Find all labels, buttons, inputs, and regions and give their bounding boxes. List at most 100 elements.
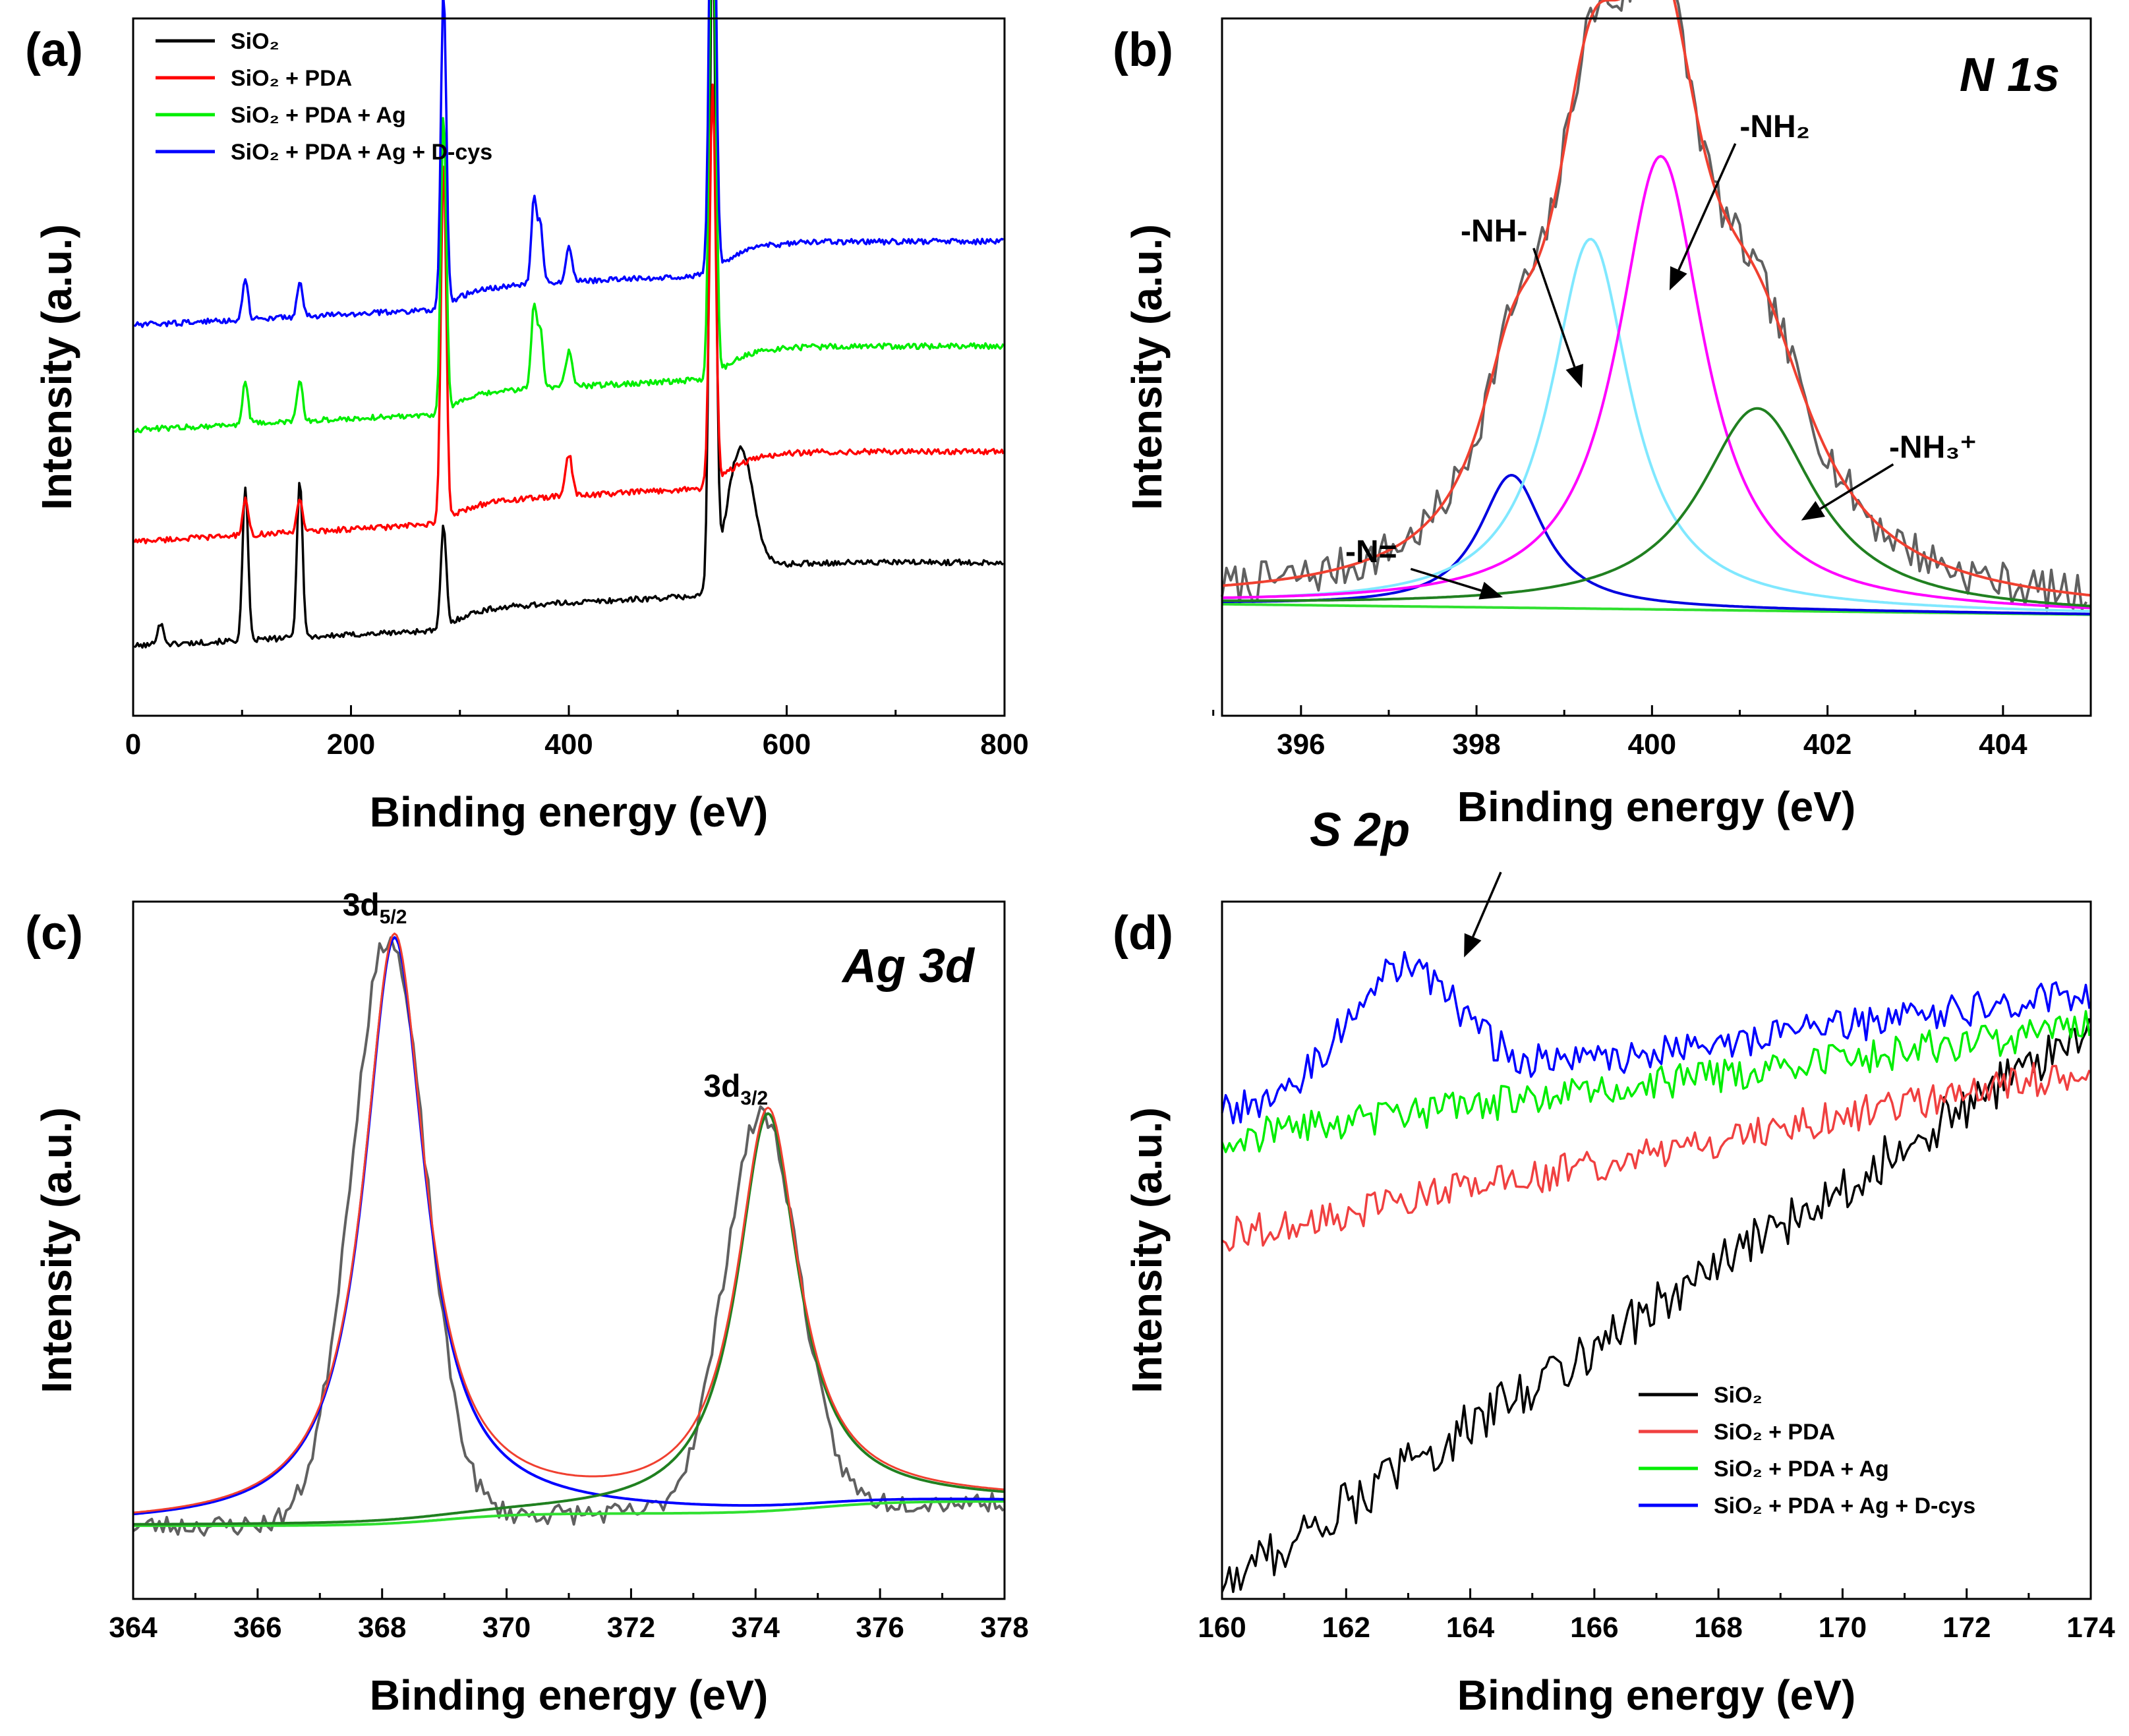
annotation-arrow-head [1464, 933, 1482, 958]
plot-frame-a [132, 17, 1006, 717]
background-line [133, 1500, 1005, 1527]
panel-label-c: (c) [25, 907, 83, 960]
annotation-arrow-shaft [1410, 567, 1482, 592]
panel-title-b: N 1s [1960, 49, 2060, 101]
x-tick-label: 372 [607, 1611, 655, 1644]
x-axis-label-a: Binding energy (eV) [370, 788, 769, 836]
x-ticks-d: 160 162 164 166 168 170 172 174 [1198, 1588, 2115, 1644]
series-line-3 [1221, 950, 2091, 1124]
series-line-0 [133, 0, 1004, 649]
panel-label-a: (a) [25, 24, 83, 76]
peak-label-sub: 3/2 [740, 1087, 768, 1109]
series-line-2 [1221, 1010, 2091, 1153]
x-tick-label: 166 [1570, 1611, 1618, 1644]
x-tick-label: 600 [763, 728, 811, 761]
x-tick-label: 400 [1628, 728, 1676, 761]
y-axis-label-c: Intensity (a.u.) [33, 1107, 80, 1393]
series-line-3 [133, 0, 1005, 328]
y-axis-label-a: Intensity (a.u.) [33, 224, 80, 510]
panel-label-b: (b) [1113, 24, 1173, 76]
x-ticks-c: 364 366 368 370 372 374 376 378 [109, 1588, 1029, 1644]
legend-label: SiO₂ + PDA + Ag [231, 103, 406, 128]
x-axis-label-c: Binding energy (eV) [370, 1671, 769, 1719]
peak-label-main: 3d [343, 888, 380, 923]
legend-label: SiO₂ + PDA + Ag + D-cys [1714, 1493, 1975, 1519]
annotation-arrow-head [1801, 501, 1825, 521]
panel-d: (d) 160 162 164 166 168 170 172 174 S 2p SiO₂Si… [1113, 803, 2115, 1719]
x-tick-label: 800 [980, 728, 1028, 761]
x-tick-label: 172 [1942, 1611, 1991, 1644]
series-line-2 [133, 0, 1005, 434]
x-tick-label: 402 [1803, 728, 1852, 761]
x-tick-label: 376 [856, 1611, 904, 1644]
x-tick-label: 374 [732, 1611, 780, 1644]
x-tick-label: 168 [1694, 1611, 1742, 1644]
x-tick-label: 162 [1322, 1611, 1370, 1644]
plot-frame-b [1221, 17, 2092, 717]
legend-label: SiO₂ + PDA [1714, 1420, 1835, 1445]
legend-d: SiO₂ SiO₂ + PDA SiO₂ + PDA + Ag SiO₂ + PDA … [1639, 1383, 1975, 1519]
annotation-label: -NH₂ [1739, 109, 1810, 144]
peak-label-main: 3d [703, 1069, 740, 1104]
x-tick-label: 368 [358, 1611, 406, 1644]
x-tick-label: 398 [1452, 728, 1500, 761]
annotation-arrow-head [1565, 364, 1583, 388]
y-axis-label-d: Intensity (a.u.) [1123, 1107, 1171, 1393]
peak-label: 3d5/2 [343, 888, 407, 928]
legend-label: SiO₂ + PDA [231, 66, 352, 91]
x-tick-label: 366 [233, 1611, 281, 1644]
series-c [132, 932, 1005, 1537]
annotation-arrow-head [1669, 266, 1687, 291]
peak-line-1 [133, 1112, 1005, 1526]
component-line-3 [1222, 407, 2091, 608]
peak-label: 3d3/2 [703, 1069, 768, 1109]
x-tick-label: 164 [1446, 1611, 1495, 1644]
x-tick-label: 364 [109, 1611, 158, 1644]
raw-data-line [132, 936, 1005, 1537]
panel-a: (a) 0 200 400 600 800 SiO₂ SiO₂ + PDA SiO₂ + P… [25, 0, 1029, 836]
annotation-label: -NH- [1461, 214, 1527, 249]
annotation-arrow-shaft [1532, 247, 1576, 368]
plot-frame-d [1221, 900, 2092, 1600]
annotation-arrow-head [1478, 581, 1503, 600]
x-tick-label: 378 [980, 1611, 1028, 1644]
peak-line-0 [132, 936, 1005, 1516]
annotation-label: S 2p [1310, 803, 1410, 856]
series-line-1 [133, 83, 1005, 544]
panel-title-c: Ag 3d [841, 940, 976, 993]
annotation-label: -NH₃⁺ [1889, 430, 1977, 465]
x-axis-label-d: Binding energy (eV) [1457, 1671, 1856, 1719]
component-line-0 [1221, 474, 2091, 616]
x-tick-label: 200 [327, 728, 375, 761]
annotations-b: -N= -NH- -NH₂ -NH₃⁺ [1345, 109, 1977, 600]
component-line-2 [1221, 155, 2091, 610]
annotation-arrow-shaft [1677, 143, 1737, 271]
annotation-label: -N= [1345, 535, 1397, 569]
x-tick-label: 370 [482, 1611, 531, 1644]
plot-frame-c [132, 900, 1006, 1600]
legend-label: SiO₂ + PDA + Ag [1714, 1457, 1889, 1482]
x-tick-label: 400 [544, 728, 593, 761]
annotation-arrow-shaft [1819, 463, 1894, 510]
x-ticks-a: 0 200 400 600 800 [125, 705, 1029, 761]
y-axis-label-b: Intensity (a.u.) [1123, 224, 1171, 510]
legend-a: SiO₂ SiO₂ + PDA SiO₂ + PDA + Ag SiO₂ + PDA … [156, 29, 492, 165]
x-tick-label: 174 [2066, 1611, 2115, 1644]
raw-data-line [1221, 0, 2088, 612]
x-ticks-b: 396 398 400 402 404 [1212, 705, 2027, 761]
panel-b: (b) 396 398 400 402 404 -N= -NH- -NH₂ -NH₃⁺ N 1… [1113, 0, 2092, 830]
x-tick-label: 160 [1198, 1611, 1246, 1644]
peak-label-sub: 5/2 [380, 906, 407, 928]
series-line-1 [1221, 1062, 2091, 1252]
x-tick-label: 396 [1277, 728, 1325, 761]
annotation-arrow-shaft [1472, 871, 1502, 938]
series-a [133, 0, 1005, 649]
fit-envelope-line [132, 932, 1005, 1514]
x-tick-label: 170 [1819, 1611, 1867, 1644]
annotations-d: S 2p [1310, 803, 1502, 958]
legend-label: SiO₂ + PDA + Ag + D-cys [231, 140, 492, 165]
component-line-1 [1221, 237, 2091, 613]
legend-label: SiO₂ [1714, 1383, 1763, 1408]
